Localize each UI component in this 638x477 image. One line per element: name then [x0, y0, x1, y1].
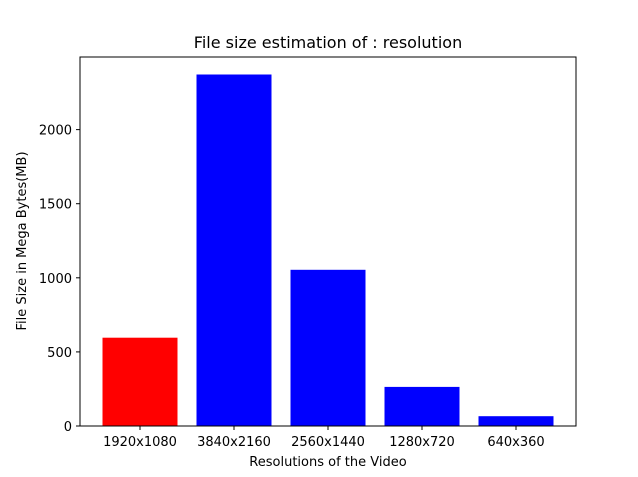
- chart-title: File size estimation of : resolution: [194, 33, 462, 52]
- plot-frame: [79, 56, 577, 427]
- x-axis-ticks: 1920x1080 3840x2160 2560x1440 1280x720 640x3…: [103, 426, 545, 450]
- y-tick-label: 1000: [39, 272, 72, 287]
- x-tick-label: 640x360: [487, 435, 544, 450]
- y-tick-label: 500: [47, 346, 72, 361]
- y-axis-ticks: 0 500 1000 1500 2000: [39, 124, 80, 435]
- x-axis-label: Resolutions of the Video: [249, 455, 406, 470]
- bar-640x360: [478, 416, 554, 426]
- y-tick-label: 0: [64, 420, 72, 435]
- x-tick-label: 2560x1440: [291, 435, 365, 450]
- bar-3840x2160: [196, 74, 272, 426]
- bar-1280x720: [384, 386, 460, 426]
- x-tick-label: 1920x1080: [103, 435, 177, 450]
- bar-1920x1080: [102, 337, 178, 426]
- x-tick-label: 1280x720: [389, 435, 455, 450]
- y-tick-label: 2000: [39, 124, 72, 139]
- bars-group: [102, 74, 554, 426]
- y-tick-label: 1500: [39, 198, 72, 213]
- y-axis-label: File Size in Mega Bytes(MB): [15, 151, 30, 330]
- bar-2560x1440: [290, 269, 366, 426]
- x-tick-label: 3840x2160: [197, 435, 271, 450]
